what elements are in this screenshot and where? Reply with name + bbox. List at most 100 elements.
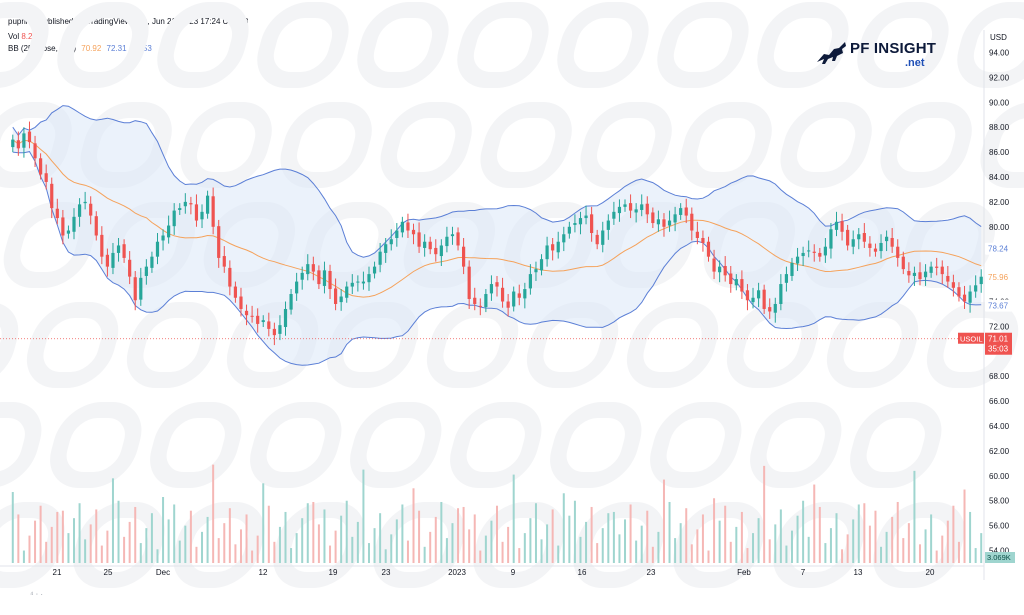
bb-lower-tag: 73.67	[988, 302, 1009, 311]
watermark-shape	[980, 102, 1024, 188]
bb-upper: 72.31	[106, 44, 127, 53]
watermark-shape	[873, 502, 965, 588]
bb-basis-tag-bg	[985, 271, 1012, 284]
volume-bar	[329, 545, 332, 563]
watermark-shape	[0, 302, 19, 388]
bb-upper-tag-bg	[985, 242, 1012, 255]
volume-bar	[785, 545, 788, 563]
candle-body	[428, 241, 432, 250]
price-tick-label: 62.00	[989, 447, 1010, 456]
candle-body	[417, 232, 421, 247]
volume-bar	[590, 506, 593, 563]
watermark-shape	[826, 302, 919, 388]
time-tick-label: 25	[104, 568, 113, 577]
volume-bar	[813, 484, 816, 563]
volume-bar	[11, 492, 14, 563]
price-tick-label: 84.00	[989, 173, 1010, 182]
candle-body	[623, 204, 627, 207]
volume-bar	[546, 524, 549, 563]
watermark-shape	[250, 402, 342, 488]
candle-body	[278, 325, 282, 334]
volume-bar	[674, 538, 677, 563]
candle-body	[823, 246, 827, 256]
volume-bar	[807, 536, 810, 563]
candle-body	[834, 221, 839, 230]
candle-body	[83, 201, 87, 204]
price-tick-label: 54.00	[989, 547, 1010, 556]
volume-bar	[635, 540, 638, 563]
volume-bar	[880, 546, 883, 563]
volume-bar	[351, 536, 354, 563]
volume-bar	[902, 538, 905, 563]
candle-body	[178, 208, 182, 210]
candle-body	[517, 293, 521, 298]
volume-bar	[234, 544, 237, 563]
candle-body	[105, 254, 109, 267]
volume-bar	[662, 479, 665, 563]
volume-bar	[334, 530, 337, 563]
candle-body	[356, 281, 360, 283]
candle-body	[100, 234, 104, 257]
volume-bar	[668, 501, 671, 563]
watermark-shape	[0, 402, 42, 488]
candle-body	[667, 220, 672, 226]
symbol-tag: USOIL	[960, 335, 983, 344]
volume-bar	[707, 550, 710, 563]
volume-bar	[596, 543, 599, 563]
volume-bar	[345, 500, 348, 563]
candle-body	[61, 217, 65, 236]
volume-bar	[624, 519, 627, 563]
candle-body	[734, 279, 738, 286]
candle-body	[556, 241, 560, 253]
volume-bar	[440, 501, 443, 563]
watermark-shape	[150, 402, 242, 488]
price-tick-label: 86.00	[989, 148, 1010, 157]
volume-bar	[907, 523, 910, 563]
volume-bar	[935, 550, 938, 563]
candle-body	[183, 201, 187, 207]
candle-body	[205, 195, 210, 214]
volume-bar	[629, 504, 632, 563]
candle-body	[701, 237, 705, 243]
volume-bar	[579, 536, 582, 563]
watermark-shape	[473, 502, 565, 588]
bb-basis-tag: 75.96	[988, 273, 1009, 282]
candle-body	[968, 291, 972, 303]
candle-body	[16, 140, 20, 149]
volume-bar	[701, 514, 704, 563]
candle-body	[896, 246, 900, 258]
price-tick-label: 66.00	[989, 397, 1010, 406]
volume-bar	[534, 503, 537, 563]
candle-body	[495, 282, 499, 287]
candle-body	[651, 212, 655, 224]
watermark-shape	[50, 402, 142, 488]
candle-body	[267, 321, 271, 329]
candle-body	[718, 266, 722, 273]
time-tick-label: 13	[854, 568, 863, 577]
volume-bar	[212, 464, 215, 563]
watermark-shape	[373, 502, 465, 588]
watermark-shape	[57, 2, 149, 88]
volume-bar	[835, 513, 838, 563]
watermark-shape	[557, 2, 649, 88]
volume-bar	[540, 539, 543, 563]
candle-body	[729, 273, 733, 285]
volume-bar	[473, 514, 476, 563]
volume-bar	[612, 511, 615, 563]
volume-bar	[930, 514, 933, 563]
volume-bar	[957, 541, 960, 563]
volume-bar	[284, 511, 287, 563]
volume-bar	[529, 518, 532, 563]
candle-body	[795, 256, 800, 264]
price-tick-label: 90.00	[989, 98, 1010, 107]
candle-body	[439, 245, 443, 257]
candle-body	[39, 158, 43, 175]
candle-body	[256, 315, 260, 324]
bollinger-basis	[12, 139, 982, 298]
candle-body	[584, 215, 588, 219]
candle-body	[150, 256, 154, 268]
bb-upper-tag: 78.24	[988, 245, 1009, 254]
volume-bar	[61, 510, 64, 563]
candle-body	[361, 281, 366, 284]
